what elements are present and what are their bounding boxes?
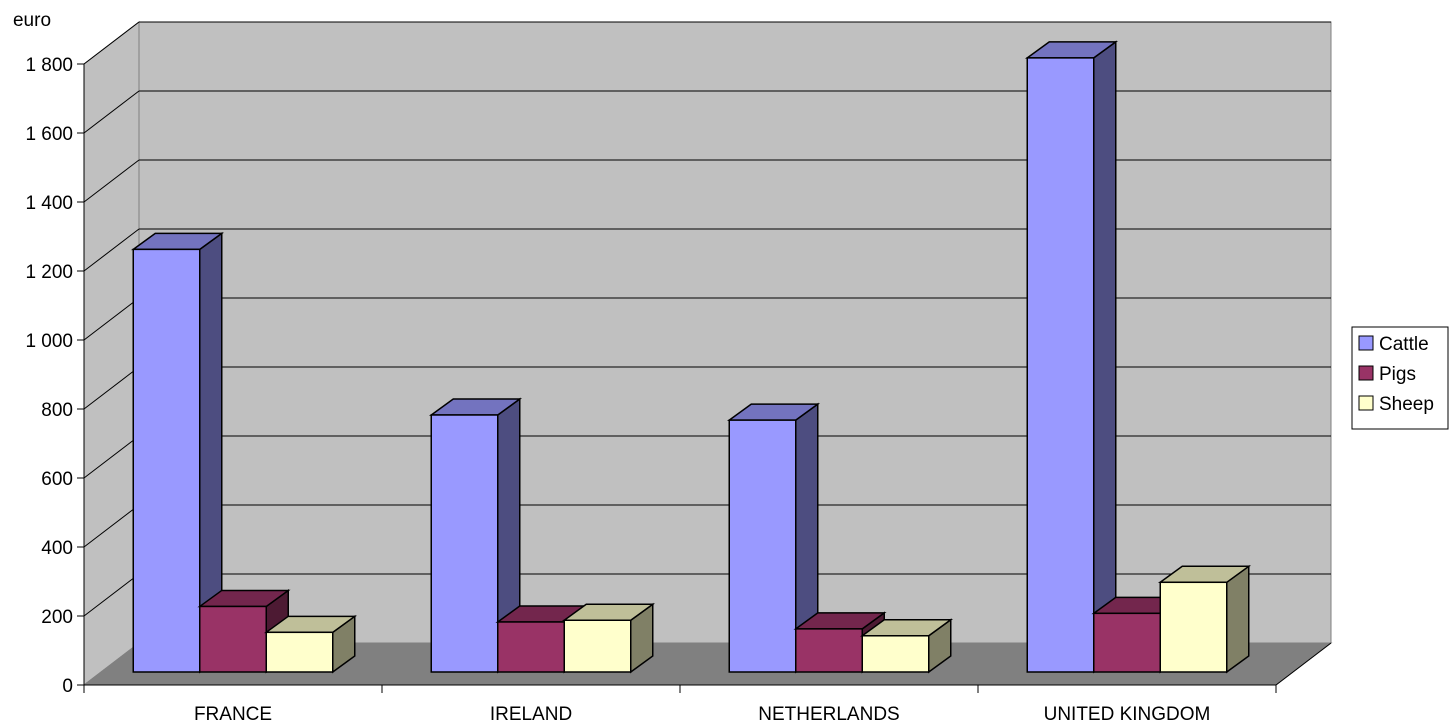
y-tick-label: 1 400 bbox=[25, 193, 73, 214]
y-tick-label: 800 bbox=[41, 400, 73, 421]
legend-swatch bbox=[1358, 335, 1374, 351]
x-category-label: FRANCE bbox=[194, 704, 272, 725]
y-axis: 0 200 400 600 800 1 000 1 200 1 400 1 600 1 800 bbox=[25, 55, 85, 697]
gridline-side bbox=[83, 435, 140, 479]
gridline-side bbox=[83, 504, 140, 548]
legend-swatch bbox=[1358, 395, 1374, 411]
x-category-label: IRELAND bbox=[490, 704, 572, 725]
gridline-side bbox=[83, 21, 140, 65]
bar-sheep-united-kingdom bbox=[1157, 564, 1252, 674]
y-tick-label: 1 200 bbox=[25, 262, 73, 283]
gridline-side bbox=[83, 573, 140, 617]
gridline-side bbox=[83, 90, 140, 134]
y-tick-label: 0 bbox=[62, 676, 73, 697]
bar-sheep-ireland bbox=[561, 602, 656, 674]
gridline-side bbox=[83, 366, 140, 410]
bar-cattle-united-kingdom bbox=[1024, 40, 1119, 674]
bar-cattle-france bbox=[130, 231, 225, 674]
bar-pigs-france bbox=[197, 588, 291, 674]
x-category-label: NETHERLANDS bbox=[758, 704, 899, 725]
x-axis-depth-line bbox=[1275, 642, 1332, 686]
bar-cattle-ireland bbox=[428, 397, 523, 674]
legend-label: Cattle bbox=[1379, 334, 1429, 355]
gridline-side bbox=[83, 297, 140, 341]
bars bbox=[130, 40, 1252, 674]
side-wall-panel bbox=[83, 20, 140, 687]
legend-swatch bbox=[1358, 365, 1374, 381]
y-axis-unit-label: euro bbox=[13, 10, 51, 31]
legend-label: Pigs bbox=[1379, 364, 1416, 385]
y-tick-label: 1 800 bbox=[25, 55, 73, 76]
legend-label: Sheep bbox=[1379, 394, 1434, 415]
x-axis: FRANCE IRELAND NETHERLANDS UNITED KINGDOM bbox=[83, 642, 1332, 725]
y-tick-label: 600 bbox=[41, 469, 73, 490]
bar-sheep-france bbox=[263, 614, 358, 674]
y-tick-label: 1 000 bbox=[25, 331, 73, 352]
gridline-side bbox=[83, 228, 140, 272]
bar-sheep-netherlands bbox=[859, 618, 954, 674]
y-tick-label: 1 600 bbox=[25, 124, 73, 145]
gridline-side bbox=[83, 159, 140, 203]
x-category-label: UNITED KINGDOM bbox=[1044, 704, 1211, 725]
y-tick-label: 400 bbox=[41, 538, 73, 559]
back-wall bbox=[83, 20, 1332, 687]
legend: Cattle Pigs Sheep bbox=[1351, 326, 1449, 430]
y-tick-label: 200 bbox=[41, 607, 73, 628]
